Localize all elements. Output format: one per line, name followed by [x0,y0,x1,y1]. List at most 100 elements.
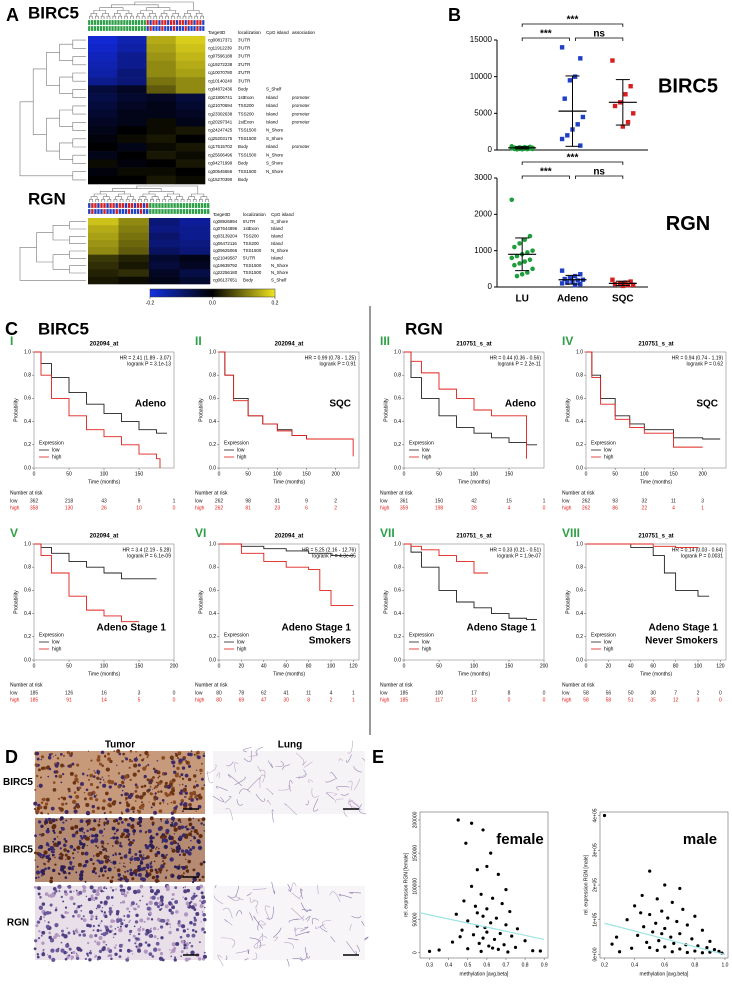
row-label: TSS1500 [238,128,257,133]
dendrogram [168,199,173,202]
tissue [249,937,262,949]
tissue [196,769,198,771]
tissue [56,757,60,760]
sample-annotation [117,19,120,26]
dendrogram [106,15,111,19]
point [512,262,517,268]
tissue [154,854,158,858]
point [578,56,583,61]
tissue [199,899,202,902]
tissue [200,777,204,781]
y-axis-label: Probability [565,590,571,614]
sample-annotation [128,25,132,32]
tissue [96,785,99,789]
tissue [255,905,258,914]
risk-count: 3 [138,690,141,696]
heatmap-cell [179,262,211,270]
y-tick-label: 1.0 [24,541,31,547]
tissue [97,755,101,759]
tissue [53,770,57,774]
tissue [126,803,131,808]
tissue [119,856,123,860]
tissue [169,926,172,929]
sample-annotation [133,202,137,209]
tissue [111,876,114,879]
tissue [154,785,158,789]
tissue [178,836,182,839]
tissue [201,930,203,932]
tissue [272,927,282,938]
tissue [86,774,89,777]
tissue [101,910,104,913]
risk-count: 32 [642,498,648,504]
tissue [301,909,312,911]
tissue [139,861,144,865]
tissue [75,889,78,892]
heatmap-cell [175,167,206,177]
tissue [185,761,189,764]
point [492,937,497,942]
tissue [40,755,45,759]
tissue [46,928,49,930]
tissue [200,786,205,791]
y-tick-label: 0 [412,951,418,954]
dendrogram [72,138,86,148]
tissue [235,948,250,954]
sample-annotation [175,19,179,26]
point [538,949,542,953]
tissue [33,801,38,806]
tissue [92,855,95,857]
risk-count: 43 [101,498,107,504]
tissue [56,836,59,838]
tissue [151,895,156,900]
y-tick-label: 1.0 [576,541,583,547]
tissue [177,923,182,928]
tissue [104,914,108,919]
tissue [95,889,100,893]
tissue [35,751,40,756]
tissue [119,888,124,892]
tissue [107,757,112,762]
tissue [87,941,90,945]
tissue [150,927,152,930]
tissue [34,788,37,791]
heatmap-cell [149,247,180,255]
heatmap-cell [175,142,206,152]
sample-annotation [128,19,132,26]
tissue [198,834,203,839]
risk-count: 47 [261,697,267,703]
tissue [93,795,97,798]
tissue [43,912,47,916]
y-tick-label: 0.6 [394,396,401,402]
tissue [105,887,108,890]
panel-label: E [372,747,384,767]
tissue [122,752,126,756]
tissue [37,937,41,940]
sample-annotation [188,202,192,209]
tissue [42,951,45,954]
tissue [161,919,166,923]
tissue [182,787,187,792]
risk-count: 8 [307,697,310,703]
tissue [110,957,113,961]
heatmap-cell [146,159,177,168]
sample-annotation [118,202,122,209]
sample-annotation [161,202,164,209]
tissue [72,950,76,954]
tissue [125,818,128,821]
x-tick-label: 200 [331,471,340,477]
tissue [120,775,126,780]
tissue [128,766,131,769]
heatmap-cell [175,159,206,168]
tissue [132,810,135,814]
tissue [35,924,39,928]
point [700,951,705,955]
risk-row-label: low [380,498,388,504]
tissue [99,901,103,904]
tissue [37,886,41,891]
tissue [154,891,158,896]
y-tick-label: 0.2 [24,442,31,448]
row-label: 1stExon [238,95,254,100]
tissue [59,856,64,860]
tissue [198,847,200,850]
